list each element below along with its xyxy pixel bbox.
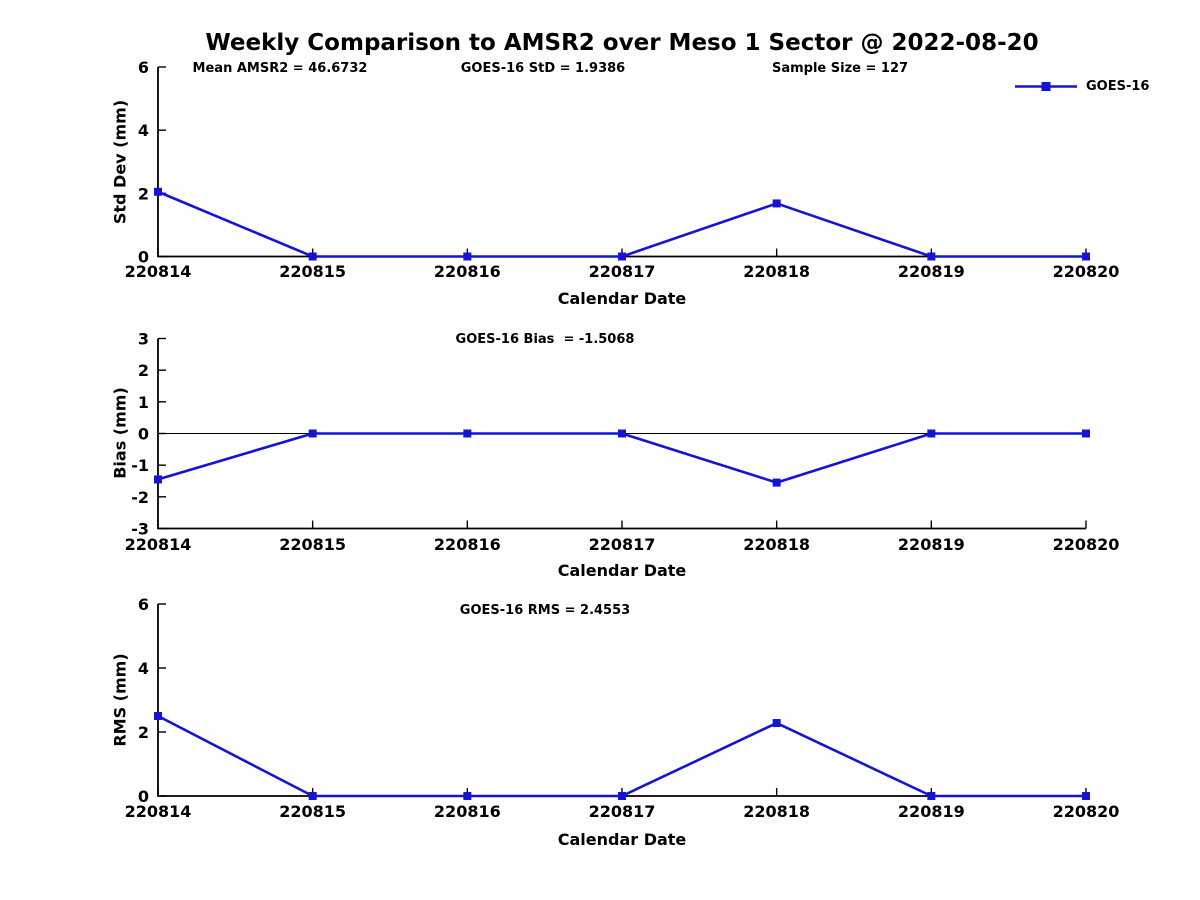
x-tick-label: 220814 xyxy=(125,262,192,281)
legend-label: GOES-16 xyxy=(1086,79,1150,94)
y-tick-label: 6 xyxy=(138,58,149,77)
bias-data-line xyxy=(157,432,1086,484)
y-tick-label: 2 xyxy=(138,184,149,203)
y-tick-label: 4 xyxy=(138,659,149,678)
x-tick-label: 220815 xyxy=(279,262,346,281)
rms-data-point-marker xyxy=(618,792,626,800)
x-tick-label: 220818 xyxy=(743,535,810,554)
x-tick-label: 220814 xyxy=(125,535,192,554)
x-tick-label: 220819 xyxy=(898,535,965,554)
y-tick-label: 2 xyxy=(138,361,149,380)
rms-data-point-marker xyxy=(772,719,781,728)
rms-axis-title: RMS (mm) xyxy=(110,653,130,747)
y-tick-label: 4 xyxy=(138,121,149,140)
x-tick-label: 220820 xyxy=(1053,262,1120,281)
stddev-xaxis-title: Calendar Date xyxy=(557,289,687,308)
stddev-data-point-marker xyxy=(927,252,936,261)
stddev-axis-title: Std Dev (mm) xyxy=(110,99,130,225)
bias-data-point-marker xyxy=(927,429,936,438)
rms-xaxis-title: Calendar Date xyxy=(557,830,687,849)
stddev-data-point-marker xyxy=(463,252,472,261)
y-tick-label: 2 xyxy=(138,723,149,742)
x-tick-label: 220818 xyxy=(743,262,810,281)
annotation-sample-size: Sample Size = 127 xyxy=(771,61,909,76)
stddev-axes-spine xyxy=(157,67,1086,258)
stddev-data-line xyxy=(157,190,1086,258)
rms-axes-spine xyxy=(157,604,1086,797)
y-tick-label: -3 xyxy=(131,520,149,539)
rms-data-point-marker xyxy=(463,792,472,800)
rms-data-point-marker xyxy=(154,712,162,720)
bias-subplot: -3 -2 -1 0 1 2 3 220814 220815 220816 220817 220818… xyxy=(125,330,1120,555)
stddev-subplot: 0 2 4 6 220814 220815 220816 220817 220818 220819… xyxy=(125,58,1120,281)
rms-subplot: 0 2 4 6 220814 220815 220816 220817 220818 220819… xyxy=(125,595,1120,821)
x-tick-label: 220816 xyxy=(434,535,501,554)
bias-data-point-marker xyxy=(772,478,781,487)
stddev-data-point-marker xyxy=(154,187,162,196)
x-tick-label: 220819 xyxy=(898,262,965,281)
legend: GOES-16 xyxy=(1014,79,1149,94)
stddev-data-point-marker xyxy=(618,252,626,261)
rms-data-point-marker xyxy=(1082,792,1090,800)
y-tick-label: 0 xyxy=(138,248,149,267)
stddev-data-point-marker xyxy=(772,199,781,208)
x-tick-label: 220818 xyxy=(743,802,810,821)
x-tick-label: 220815 xyxy=(279,802,346,821)
stddev-data-point-marker xyxy=(308,252,317,261)
annotation-mean-amsr2: Mean AMSR2 = 46.6732 xyxy=(192,61,368,76)
x-tick-label: 220814 xyxy=(125,802,192,821)
y-tick-label: 1 xyxy=(138,393,149,412)
y-tick-label: 0 xyxy=(138,787,149,806)
x-tick-label: 220817 xyxy=(589,802,656,821)
bias-xaxis-title: Calendar Date xyxy=(557,561,687,580)
bias-data-point-marker xyxy=(1082,429,1090,438)
legend-line-marker-icon xyxy=(1015,82,1077,91)
rms-data-point-marker xyxy=(308,792,317,800)
bias-data-point-marker xyxy=(154,475,162,484)
stddev-data-point-marker xyxy=(1082,252,1090,261)
bias-data-point-marker xyxy=(308,429,317,438)
annotation-goes16-rms: GOES-16 RMS = 2.4553 xyxy=(459,603,631,618)
x-tick-label: 220817 xyxy=(589,262,656,281)
annotation-goes16-bias: GOES-16 Bias = -1.5068 xyxy=(455,332,635,347)
y-tick-label: 3 xyxy=(138,330,149,349)
y-tick-label: -1 xyxy=(131,456,149,475)
bias-data-point-marker xyxy=(618,429,626,438)
bias-axis-title: Bias (mm) xyxy=(110,387,130,479)
rms-data-line xyxy=(157,714,1086,798)
x-tick-label: 220820 xyxy=(1053,802,1120,821)
y-tick-label: 0 xyxy=(138,425,149,444)
x-tick-label: 220816 xyxy=(434,262,501,281)
x-tick-label: 220819 xyxy=(898,802,965,821)
figure-title: Weekly Comparison to AMSR2 over Meso 1 S… xyxy=(205,30,1039,56)
x-tick-label: 220820 xyxy=(1053,535,1120,554)
x-tick-label: 220815 xyxy=(279,535,346,554)
rms-data-point-marker xyxy=(927,792,936,800)
x-tick-label: 220817 xyxy=(589,535,656,554)
annotation-goes16-std: GOES-16 StD = 1.9386 xyxy=(460,61,626,76)
y-tick-label: 6 xyxy=(138,595,149,614)
x-tick-label: 220816 xyxy=(434,802,501,821)
y-tick-label: -2 xyxy=(131,488,149,507)
bias-data-point-marker xyxy=(463,429,472,438)
